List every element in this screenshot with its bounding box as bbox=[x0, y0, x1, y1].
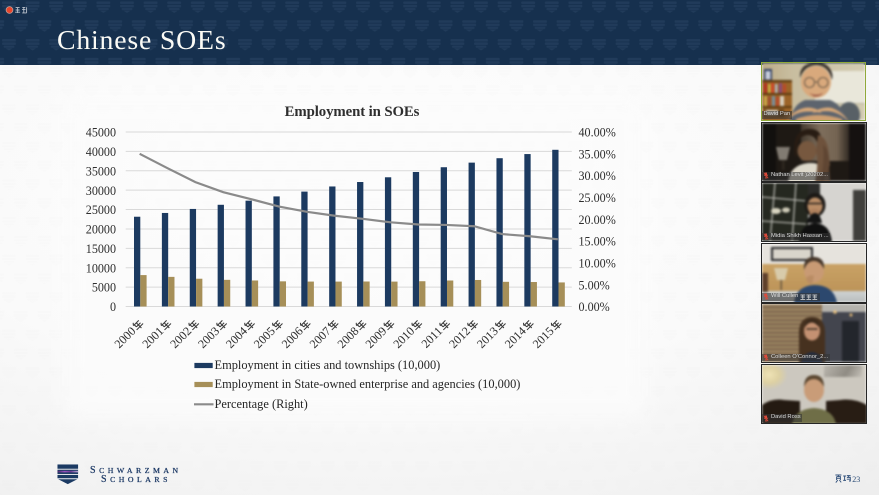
svg-text:40000: 40000 bbox=[86, 145, 116, 159]
svg-text:Employment in State-owned ente: Employment in State-owned enterprise and… bbox=[215, 377, 521, 391]
svg-text:Percentage (Right): Percentage (Right) bbox=[215, 397, 308, 411]
svg-text:10000: 10000 bbox=[86, 261, 116, 275]
svg-text:Employment in SOEs: Employment in SOEs bbox=[285, 104, 420, 120]
svg-text:20000: 20000 bbox=[86, 223, 116, 237]
svg-text:45000: 45000 bbox=[86, 126, 116, 140]
svg-text:35.00%: 35.00% bbox=[579, 147, 616, 161]
svg-text:40.00%: 40.00% bbox=[579, 126, 616, 140]
svg-text:30000: 30000 bbox=[86, 184, 116, 198]
svg-text:23: 23 bbox=[852, 475, 860, 484]
svg-text:15.00%: 15.00% bbox=[579, 235, 616, 249]
svg-text:0.00%: 0.00% bbox=[579, 300, 610, 314]
svg-text:30.00%: 30.00% bbox=[579, 169, 616, 183]
svg-text:25000: 25000 bbox=[86, 203, 116, 217]
svg-text:5.00%: 5.00% bbox=[579, 278, 610, 292]
svg-text:20.00%: 20.00% bbox=[579, 213, 616, 227]
svg-text:0: 0 bbox=[110, 300, 116, 314]
svg-text:Employment in cities and towns: Employment in cities and townships (10,0… bbox=[215, 358, 441, 372]
svg-text:25.00%: 25.00% bbox=[579, 191, 616, 205]
svg-text:35000: 35000 bbox=[86, 164, 116, 178]
svg-text:15000: 15000 bbox=[86, 242, 116, 256]
svg-text:10.00%: 10.00% bbox=[579, 256, 616, 270]
svg-text:5000: 5000 bbox=[92, 281, 116, 295]
